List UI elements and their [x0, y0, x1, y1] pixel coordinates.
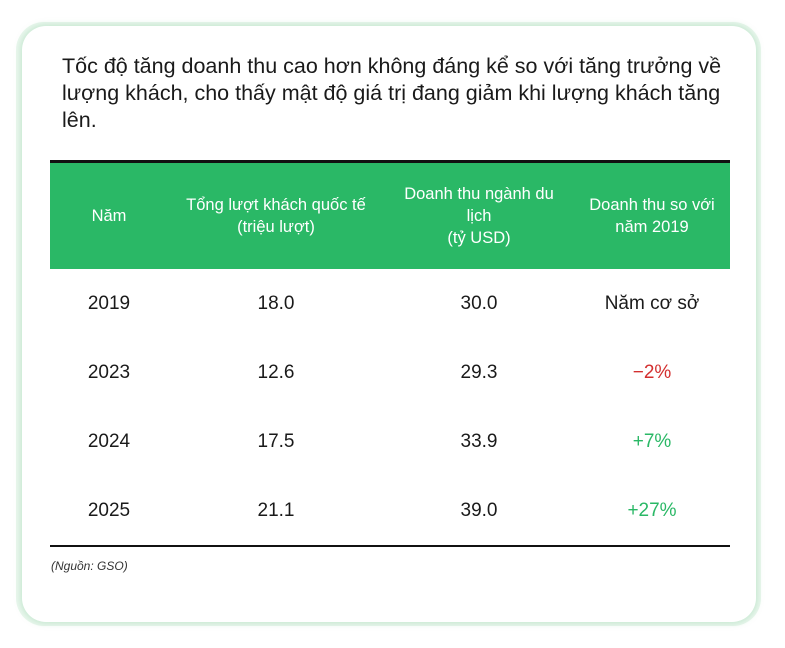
cell-revenue: 30.0 [460, 292, 498, 314]
cell-revenue: 39.0 [384, 476, 574, 547]
tourism-table: Năm Tổng lượt khách quốc tế (triệu lượt)… [50, 160, 730, 547]
table-row: 2019 18.0 30.0 Năm cơ sở [50, 269, 730, 338]
cell-change: Năm cơ sở [604, 292, 700, 314]
cell-visitors: 18.0 [257, 292, 295, 314]
table-row: 2024 17.5 33.9 +7% [50, 407, 730, 476]
cell-year: 2019 [87, 292, 131, 314]
info-card: Tốc độ tăng doanh thu cao hơn không đáng… [22, 26, 756, 622]
cell-year: 2025 [50, 476, 168, 547]
header-revenue: Doanh thu ngành du lịch (tỷ USD) [384, 162, 574, 270]
cell-change: +7% [632, 430, 672, 452]
headline: Tốc độ tăng doanh thu cao hơn không đáng… [62, 54, 722, 132]
cell-revenue: 33.9 [460, 430, 498, 452]
cell-year: 2023 [87, 361, 131, 383]
header-revenue-line2: (tỷ USD) [447, 229, 511, 247]
table-row: 2023 12.6 29.3 −2% [50, 338, 730, 407]
source-note: (Nguồn: GSO) [51, 559, 128, 573]
cell-revenue: 29.3 [460, 361, 498, 383]
data-table-wrapper: Năm Tổng lượt khách quốc tế (triệu lượt)… [50, 160, 730, 547]
header-year: Năm [91, 207, 127, 225]
table-header-row: Năm Tổng lượt khách quốc tế (triệu lượt)… [50, 161, 730, 270]
cell-visitors: 17.5 [257, 430, 295, 452]
cell-visitors: 12.6 [257, 361, 295, 383]
header-change: Doanh thu so với năm 2019 [589, 196, 715, 236]
table-row: 2025 21.1 39.0 +27% [50, 476, 730, 547]
cell-change: −2% [632, 361, 672, 383]
cell-year: 2024 [87, 430, 131, 452]
header-visitors: Tổng lượt khách quốc tế (triệu lượt) [186, 196, 366, 236]
cell-change: +27% [574, 476, 730, 547]
header-revenue-line1: Doanh thu ngành du lịch [404, 185, 554, 225]
cell-visitors: 21.1 [168, 476, 384, 547]
